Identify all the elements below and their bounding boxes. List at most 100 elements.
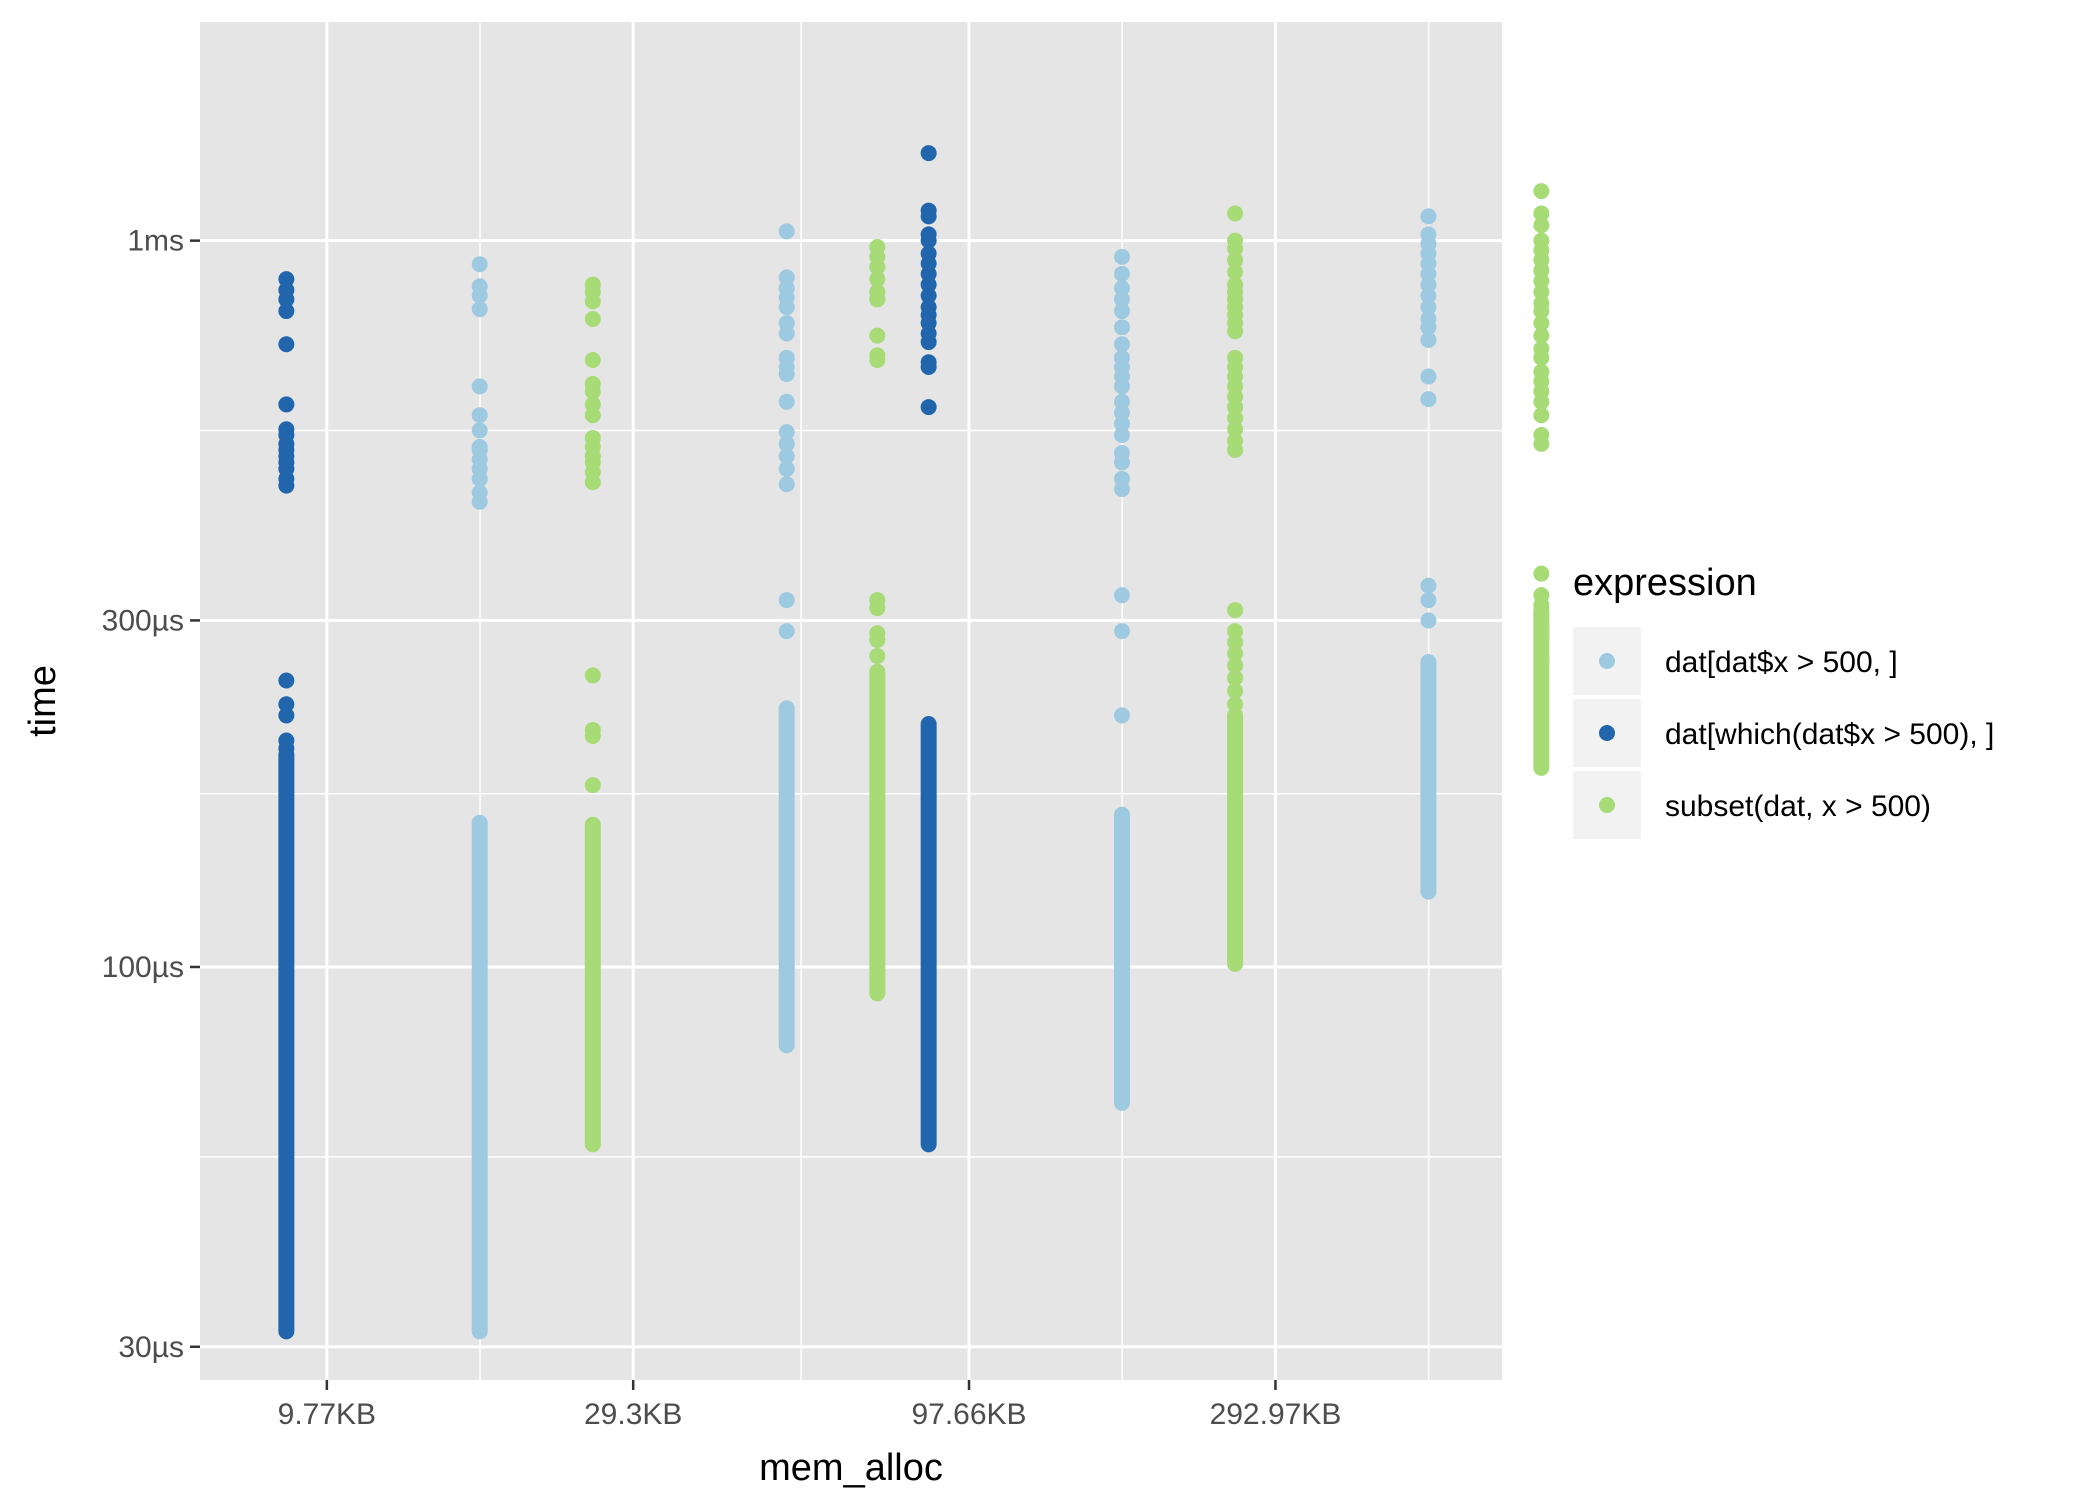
data-point [1227,696,1244,713]
data-point [869,271,886,288]
data-point-band [869,663,886,1002]
data-point [920,399,937,416]
data-point [1227,205,1244,222]
data-point [1420,577,1437,594]
data-point [1420,299,1437,316]
data-point [278,707,295,724]
data-point [584,351,601,368]
data-point [1113,707,1130,724]
data-point [1227,421,1244,438]
series [584,183,1550,1153]
data-point [1533,272,1550,289]
data-point [920,358,937,375]
data-point [1533,315,1550,332]
data-point [584,383,601,400]
data-point [1227,645,1244,662]
axes: 30µs 100µs 300µs 1ms 9.77KB 29.3KB 97.66KB 292.… [102,225,1342,1431]
data-point [778,366,795,383]
data-point [1227,623,1244,640]
data-point [1227,682,1244,699]
data-point [1113,587,1130,604]
data-point [1533,407,1550,424]
data-point [869,327,886,344]
legend-label: dat[which(dat$x > 500), ] [1665,718,1994,751]
data-point [1113,336,1130,353]
x-tick-label: 292.97KB [1210,1398,1342,1431]
data-point [1113,623,1130,640]
data-point [471,493,488,510]
data-point-band [920,716,937,1153]
data-point [778,223,795,240]
data-point [471,378,488,395]
data-point [1227,657,1244,674]
data-point [1420,331,1437,348]
data-point [584,407,601,424]
data-point [278,672,295,689]
data-point [1113,280,1130,297]
data-point [278,396,295,413]
data-point [1227,441,1244,458]
data-point [1227,669,1244,686]
data-point [1533,217,1550,234]
data-point [778,476,795,493]
x-axis-title: mem_alloc [759,1447,943,1489]
data-point [1420,391,1437,408]
data-point [778,592,795,609]
data-point [278,477,295,494]
data-point-band [1113,806,1130,1111]
data-point [471,470,488,487]
data-point [1227,240,1244,257]
legend-label: subset(dat, x > 500) [1665,790,1931,823]
data-point [869,351,886,368]
data-point [1533,565,1550,582]
data-point [584,474,601,491]
data-point [1227,634,1244,651]
data-point [1227,264,1244,281]
data-point [471,407,488,424]
x-tick-label: 97.66KB [911,1398,1026,1431]
series [471,208,1437,1340]
data-point [1113,378,1130,395]
data-point [1533,303,1550,320]
data-point [1420,276,1437,293]
legend-label: dat[dat$x > 500, ] [1665,646,1898,679]
data-point [1420,368,1437,385]
data-point-band [584,816,601,1153]
legend-swatch [1599,653,1615,669]
data-point [869,631,886,648]
data-point [1533,628,1550,645]
data-point [278,740,295,757]
data-point [584,311,601,328]
data-point [278,291,295,308]
panel-background [200,22,1502,1380]
y-tick-label: 300µs [102,604,184,637]
data-point [1420,592,1437,609]
data-point [1533,349,1550,366]
y-tick-label: 30µs [118,1331,184,1364]
data-point [778,435,795,452]
data-point [278,303,295,320]
data-point [1420,208,1437,225]
x-tick-label: 9.77KB [278,1398,376,1431]
data-point [920,276,937,293]
data-point-band [1227,707,1244,972]
data-point [778,448,795,465]
legend-items: dat[dat$x > 500, ] dat[which(dat$x > 500)… [1573,627,1994,839]
data-point [1533,651,1550,668]
data-point [1113,454,1130,471]
data-point-band [1420,653,1437,900]
series [278,145,937,1340]
data-points [278,145,1550,1340]
data-point [1113,319,1130,336]
data-point [869,258,886,275]
data-point [1113,481,1130,498]
data-point [1113,265,1130,282]
y-axis-title: time [22,665,64,737]
data-point [471,287,488,304]
data-point [584,293,601,310]
data-point [1533,435,1550,452]
data-point [1227,409,1244,426]
data-point [869,291,886,308]
data-point [1113,427,1130,444]
